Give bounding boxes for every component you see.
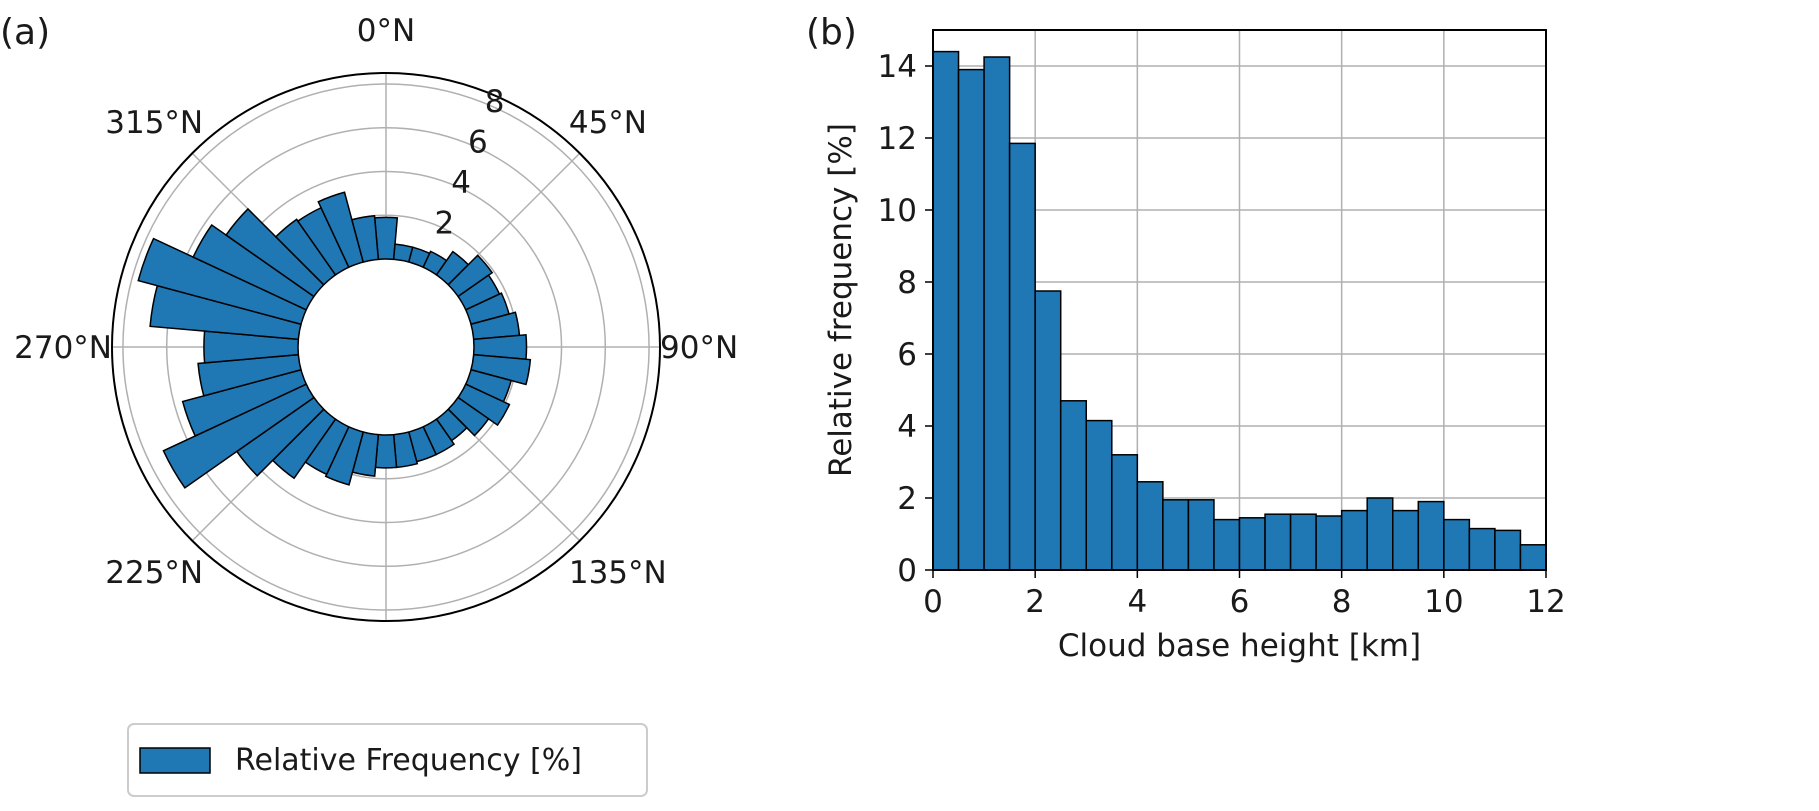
histogram-bar-18	[1392, 509, 1420, 571]
histogram-bar-19	[1417, 500, 1445, 571]
histogram-bar-16	[1340, 509, 1368, 571]
y-tick-label-14: 14	[878, 49, 917, 85]
histogram-bar-6	[1085, 419, 1113, 571]
radial-tick-label-2: 2	[435, 205, 455, 241]
y-tick-label-12: 12	[878, 121, 917, 157]
histogram-bar-12	[1238, 517, 1266, 571]
histogram-bar-13	[1264, 513, 1292, 571]
x-tick-label-0: 0	[923, 584, 943, 620]
x-tick-label-12: 12	[1526, 584, 1565, 620]
direction-label-0: 0°N	[357, 13, 415, 49]
histogram-bar-15	[1315, 515, 1343, 571]
direction-label-225: 225°N	[105, 555, 203, 591]
polar-labels: 0°N 45°N 90°N 135°N 225°N 270°N 315°N 2 4 6 8	[14, 13, 738, 591]
panel-b-histogram: (b) 0 2 4 6 8 10 12 0 2 4 6 8 10 12 14 Cloud base heig…	[806, 12, 1566, 664]
histogram-bar-23	[1519, 544, 1547, 571]
histogram-bar-21	[1468, 527, 1496, 571]
y-tick-label-6: 6	[897, 337, 917, 373]
x-tick-label-10: 10	[1424, 584, 1463, 620]
histogram-bar-11	[1213, 518, 1241, 571]
legend-frame	[127, 723, 648, 797]
polar-frame	[111, 72, 661, 622]
radial-tick-label-8: 8	[485, 84, 505, 120]
histogram-bar-20	[1443, 518, 1471, 571]
histogram-bar-5	[1059, 400, 1088, 571]
y-tick-label-8: 8	[897, 265, 917, 301]
legend: Relative Frequency [%]	[127, 723, 648, 797]
direction-label-45: 45°N	[569, 105, 647, 141]
y-tick-label-0: 0	[897, 553, 917, 589]
histogram-bar-8	[1136, 481, 1164, 571]
histogram-ticks: 0 2 4 6 8 10 12 0 2 4 6 8 10 12 14	[878, 49, 1566, 620]
panel-a-label: (a)	[0, 12, 50, 53]
x-tick-label-2: 2	[1025, 584, 1045, 620]
histogram-bar-0	[932, 50, 960, 571]
direction-label-315: 315°N	[105, 105, 203, 141]
panel-b-label: (b)	[806, 12, 857, 53]
histogram-bar-22	[1494, 529, 1522, 571]
y-tick-label-10: 10	[878, 193, 917, 229]
x-tick-label-4: 4	[1127, 584, 1147, 620]
x-axis-label: Cloud base height [km]	[1058, 628, 1421, 664]
histogram-bar-9	[1162, 499, 1190, 571]
polar-bars	[137, 191, 532, 489]
histogram-bar-17	[1366, 497, 1394, 571]
polar-center-hole	[297, 258, 475, 436]
radial-tick-label-4: 4	[451, 165, 471, 201]
direction-label-270: 270°N	[14, 330, 112, 366]
histogram-bar-7	[1111, 454, 1139, 571]
direction-label-135: 135°N	[569, 555, 667, 591]
x-tick-label-8: 8	[1332, 584, 1352, 620]
radial-tick-label-6: 6	[468, 124, 488, 160]
panel-a-polar-chart: (a) 0°N45°N90°N135°N225°N270°N315°N2468 …	[0, 12, 738, 797]
legend-swatch	[139, 747, 211, 774]
histogram-bar-3	[1008, 142, 1036, 571]
x-tick-label-6: 6	[1230, 584, 1250, 620]
y-axis-label: Relative frequency [%]	[823, 123, 859, 477]
direction-label-90: 90°N	[660, 330, 738, 366]
y-tick-label-4: 4	[897, 409, 917, 445]
histogram-bar-1	[957, 68, 985, 571]
legend-label: Relative Frequency [%]	[235, 743, 582, 778]
y-tick-label-2: 2	[897, 481, 917, 517]
histogram-bar-4	[1034, 290, 1062, 571]
histogram-bar-2	[983, 56, 1011, 571]
histogram-bar-10	[1187, 499, 1215, 571]
histogram-bar-14	[1289, 513, 1317, 571]
